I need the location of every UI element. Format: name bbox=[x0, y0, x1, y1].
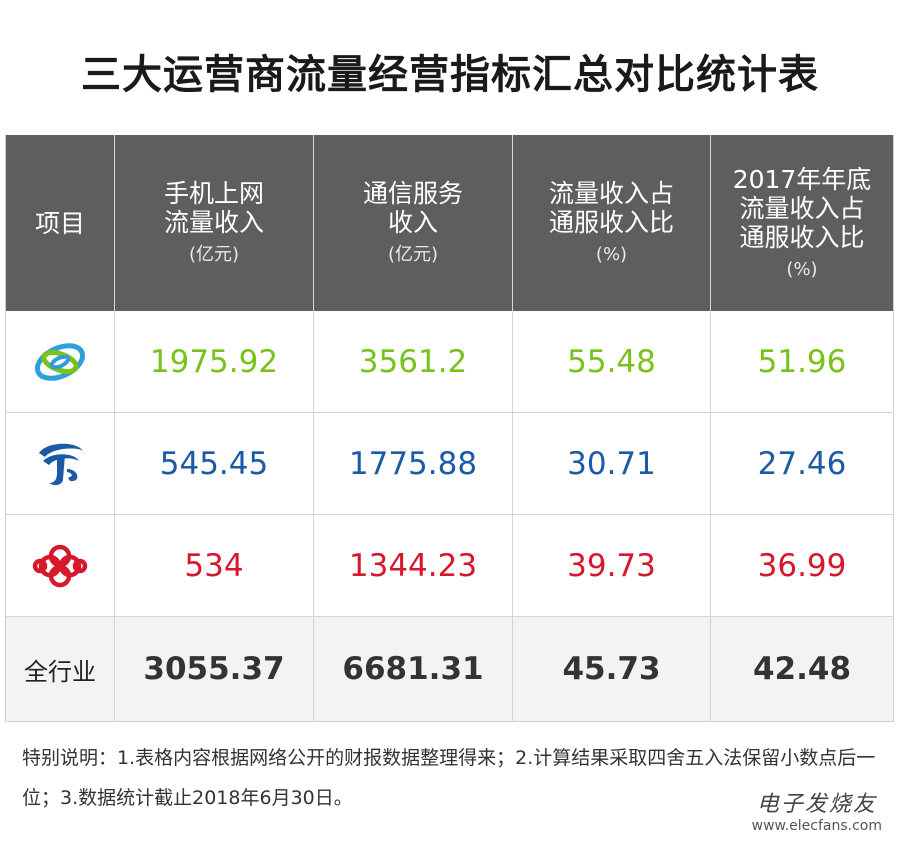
table-cell: 545.45 bbox=[114, 412, 314, 515]
table-cell: 534 bbox=[114, 514, 314, 617]
china-unicom-logo-icon bbox=[32, 544, 88, 587]
table-cell: 1344.23 bbox=[313, 514, 513, 617]
header-item: 项目 bbox=[5, 135, 115, 311]
header-unit: (%) bbox=[595, 244, 628, 265]
table-cell: 36.99 bbox=[710, 514, 894, 617]
table-cell: 45.73 bbox=[512, 616, 711, 722]
watermark-url: www.elecfans.com bbox=[751, 818, 882, 834]
table-cell: 42.48 bbox=[710, 616, 894, 722]
footnote: 特别说明：1.表格内容根据网络公开的财报数据整理得来；2.计算结果采取四舍五入法… bbox=[22, 747, 876, 809]
header-unit: (亿元) bbox=[188, 244, 240, 265]
row-label bbox=[5, 412, 115, 515]
watermark: 电子发烧友 www.elecfans.com bbox=[752, 786, 882, 834]
header-unit: (%) bbox=[786, 258, 818, 280]
header-2017-traffic-share: 2017年年底 流量收入占 通服收入比 (%) bbox=[710, 135, 894, 311]
header-unit: (亿元) bbox=[387, 244, 439, 265]
row-label bbox=[6, 311, 115, 413]
china-telecom-logo-icon bbox=[39, 443, 83, 485]
watermark-brand: 电子发烧友 bbox=[756, 792, 877, 817]
table-row: 534 1344.23 39.73 36.99 bbox=[5, 514, 894, 617]
page-title: 三大运营商流量经营指标汇总对比统计表 bbox=[81, 52, 819, 98]
table-cell: 27.46 bbox=[710, 412, 894, 515]
header-telecom-service-revenue: 通信服务 收入 (亿元) bbox=[313, 135, 513, 311]
table-cell: 6681.31 bbox=[313, 616, 513, 722]
header-mobile-traffic-revenue: 手机上网 流量收入 (亿元) bbox=[114, 135, 314, 311]
table-cell: 3055.37 bbox=[114, 616, 314, 722]
table-cell: 55.48 bbox=[512, 311, 711, 413]
comparison-table: 项目 手机上网 流量收入 (亿元) 通信服务 收入 (亿元) 流量收入占 通服收… bbox=[5, 135, 894, 722]
table-cell: 39.73 bbox=[512, 514, 711, 617]
table-row: 1975.92 3561.2 55.48 51.96 bbox=[6, 311, 894, 413]
table-cell: 30.71 bbox=[512, 412, 711, 515]
table-cell: 1775.88 bbox=[313, 412, 513, 515]
row-label bbox=[5, 514, 115, 617]
header-traffic-share: 流量收入占 通服收入比 (%) bbox=[512, 135, 711, 311]
row-label: 全行业 bbox=[5, 616, 115, 722]
table-cell: 51.96 bbox=[710, 311, 894, 413]
table-cell: 1975.92 bbox=[114, 311, 314, 413]
table-row: 545.45 1775.88 30.71 27.46 bbox=[5, 412, 894, 515]
table-cell: 3561.2 bbox=[313, 311, 513, 413]
china-mobile-logo-icon bbox=[34, 342, 86, 381]
table-row-total: 全行业 3055.37 6681.31 45.73 42.48 bbox=[5, 616, 894, 722]
header-row: 项目 手机上网 流量收入 (亿元) 通信服务 收入 (亿元) 流量收入占 通服收… bbox=[5, 135, 894, 311]
